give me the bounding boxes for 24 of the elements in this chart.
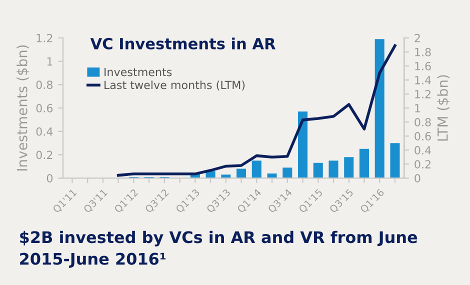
y-tick-label: 0.8 (36, 80, 52, 90)
y-axis-title: Investments ($bn) (16, 45, 30, 170)
y2-tick-label: 1 (415, 104, 420, 112)
y2-tick-label: 0.8 (414, 118, 431, 126)
y-tick-label: 0.4 (36, 127, 53, 136)
y2-tick-label: 0.2 (414, 160, 430, 168)
y-tick-label: 0.2 (36, 150, 52, 160)
y2-tick-label: 0.4 (414, 146, 431, 154)
legend-label: Investments (104, 68, 172, 76)
legend-label: Last twelve months (LTM) (104, 80, 245, 90)
y2-tick-label: 0 (414, 174, 420, 183)
y2-tick-label: 2 (414, 34, 420, 42)
y-tick-label: 1 (47, 57, 52, 66)
y2-tick-label: 0.6 (414, 132, 431, 140)
chart-title: VC Investments in AR (90, 38, 276, 50)
y-tick-label: 0.6 (36, 104, 53, 112)
y2-tick-label: 1.8 (415, 48, 431, 56)
y2-tick-label: 1.4 (415, 76, 431, 84)
text: $2B invested by VCs in AR and VR from June 2015-June 2016¹ (20, 230, 418, 268)
y2-tick-label: 1.2 (415, 90, 430, 98)
y2-tick-label: 1.6 (415, 62, 431, 70)
y2-axis-title: LTM ($bn) (437, 75, 450, 141)
y-tick-label: 1.2 (36, 34, 52, 42)
y-tick-label: 0 (46, 174, 53, 183)
